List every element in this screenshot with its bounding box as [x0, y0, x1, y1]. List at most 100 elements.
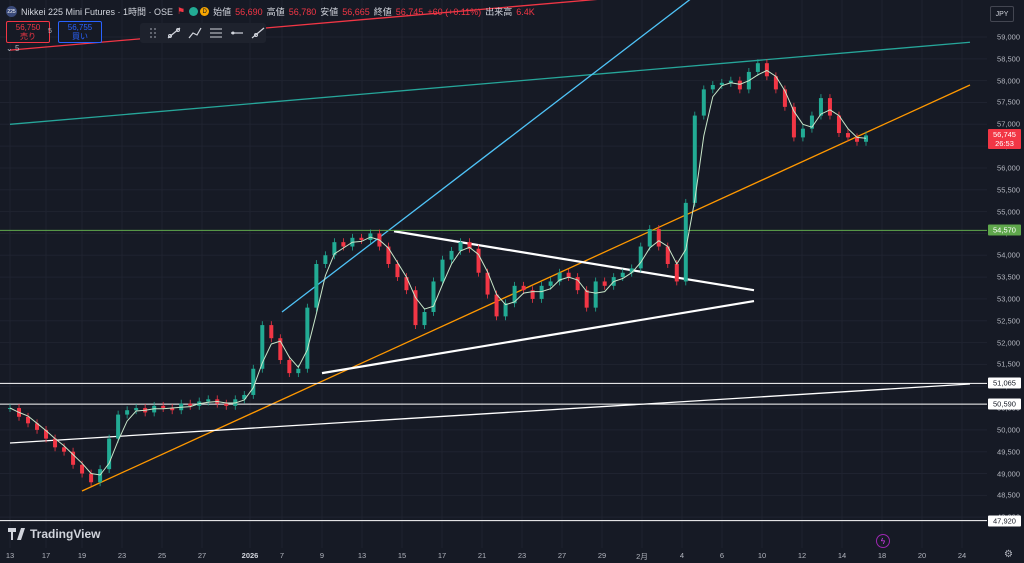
time-tick-label-17: 4	[679, 551, 685, 560]
candle-93	[845, 133, 850, 138]
candle-28	[260, 325, 265, 369]
fib-icon[interactable]	[207, 26, 224, 40]
level-tag-3: 47,920	[988, 515, 1021, 527]
level-tag-2: 50,590	[988, 398, 1021, 410]
last-price-value: 56,745	[993, 130, 1016, 140]
candle-81	[737, 80, 742, 90]
candle-44	[404, 277, 409, 291]
candle-17	[161, 405, 166, 409]
candle-75	[683, 202, 688, 282]
time-tick-label-4: 25	[157, 551, 167, 560]
trendline-3	[81, 84, 971, 492]
candle-36	[332, 242, 337, 256]
trendline-2	[281, 0, 691, 313]
candle-84	[764, 63, 769, 77]
price-tick-label-9: 52,500	[997, 316, 1020, 326]
price-chart[interactable]	[0, 0, 987, 548]
candle-8	[80, 464, 85, 474]
extended-line-icon[interactable]	[249, 26, 266, 40]
candle-48	[440, 259, 445, 282]
candle-18	[170, 408, 175, 411]
price-tick-label-20: 58,000	[997, 76, 1020, 86]
candle-89	[809, 115, 814, 129]
drawing-toolbar	[140, 23, 266, 43]
chart-title[interactable]: Nikkei 225 Mini Futures · 1時間 · OSE	[21, 7, 174, 17]
low-value: 56,665	[342, 6, 370, 17]
indicator-toggle[interactable]: ⌄ 5	[6, 44, 20, 53]
candle-68	[620, 272, 625, 278]
trendline-1	[9, 41, 971, 125]
volume-value: 6.4K	[516, 6, 535, 17]
price-tick-label-3: 49,500	[997, 447, 1020, 457]
spread-value: 5	[48, 28, 52, 35]
candle-32	[296, 368, 301, 374]
sell-label: 売り	[20, 32, 36, 41]
candle-37	[341, 242, 346, 247]
ray-icon[interactable]	[228, 26, 245, 40]
candle-30	[278, 338, 283, 361]
candle-76	[692, 115, 697, 203]
time-tick-label-24: 24	[957, 551, 967, 560]
symbol-badge-icon: 225	[6, 6, 17, 17]
candle-13	[125, 410, 130, 415]
dividend-icon[interactable]: D	[200, 7, 210, 16]
time-tick-label-10: 15	[397, 551, 407, 560]
time-tick-label-11: 17	[437, 551, 447, 560]
indicator-count: 5	[14, 44, 20, 53]
close-value: 56,745	[395, 6, 424, 17]
price-tick-label-1: 48,500	[997, 490, 1020, 500]
candle-78	[710, 85, 715, 90]
last-price-tag: 56,745 26:53	[988, 129, 1021, 150]
candle-31	[287, 360, 292, 374]
time-tick-label-15: 29	[597, 551, 607, 560]
candle-85	[773, 76, 778, 90]
time-tick-label-5: 27	[197, 551, 207, 560]
level-tag-1: 51,065	[988, 377, 1021, 389]
candle-66	[602, 281, 607, 286]
candle-53	[485, 272, 490, 295]
time-tick-label-6: 2026	[241, 551, 259, 560]
time-tick-label-9: 13	[357, 551, 367, 560]
settings-gear-icon[interactable]: ⚙	[1004, 549, 1013, 560]
buy-button[interactable]: 56,755 買い	[58, 21, 102, 43]
candle-14	[134, 408, 139, 411]
candle-72	[656, 229, 661, 247]
candle-27	[251, 368, 256, 395]
low-label: 安値	[320, 7, 339, 17]
candle-79	[719, 82, 724, 86]
candle-69	[629, 268, 634, 273]
price-tick-label-11: 53,500	[997, 272, 1020, 282]
time-tick-label-14: 27	[557, 551, 567, 560]
time-tick-label-16: 2月	[636, 552, 648, 561]
candle-51	[467, 242, 472, 249]
candle-80	[728, 80, 733, 83]
flag-icon[interactable]: ⚑	[177, 6, 186, 16]
buy-price: 56,755	[67, 23, 93, 32]
price-tick-label-21: 58,500	[997, 54, 1020, 64]
price-tick-label-18: 57,000	[997, 119, 1020, 129]
candle-24	[224, 403, 229, 406]
candle-22	[206, 399, 211, 402]
candle-4	[44, 429, 49, 439]
candle-45	[413, 290, 418, 326]
change-value: +60 (+0.11%)	[427, 6, 482, 17]
price-tick-label-16: 56,000	[997, 163, 1020, 173]
candle-59	[539, 285, 544, 299]
path-icon[interactable]	[186, 26, 203, 40]
time-tick-label-8: 9	[319, 551, 325, 560]
candle-77	[701, 89, 706, 116]
candle-55	[503, 303, 508, 317]
trend-line-icon[interactable]	[165, 26, 182, 40]
lightning-icon[interactable]: ϟ	[876, 534, 890, 548]
candle-47	[431, 281, 436, 313]
time-tick-label-2: 19	[77, 551, 87, 560]
price-axis[interactable]: 48,00048,50049,00049,50050,00050,50051,0…	[987, 0, 1024, 563]
sell-button[interactable]: 56,750 売り	[6, 21, 50, 43]
currency-selector[interactable]: JPY	[990, 6, 1014, 22]
candle-64	[584, 290, 589, 308]
candle-58	[530, 290, 535, 299]
volume-label: 出来高	[485, 7, 513, 17]
market-status-icon[interactable]	[189, 7, 199, 16]
drag-handle-icon[interactable]	[144, 26, 161, 40]
level-tag-0: 54,570	[988, 224, 1021, 236]
